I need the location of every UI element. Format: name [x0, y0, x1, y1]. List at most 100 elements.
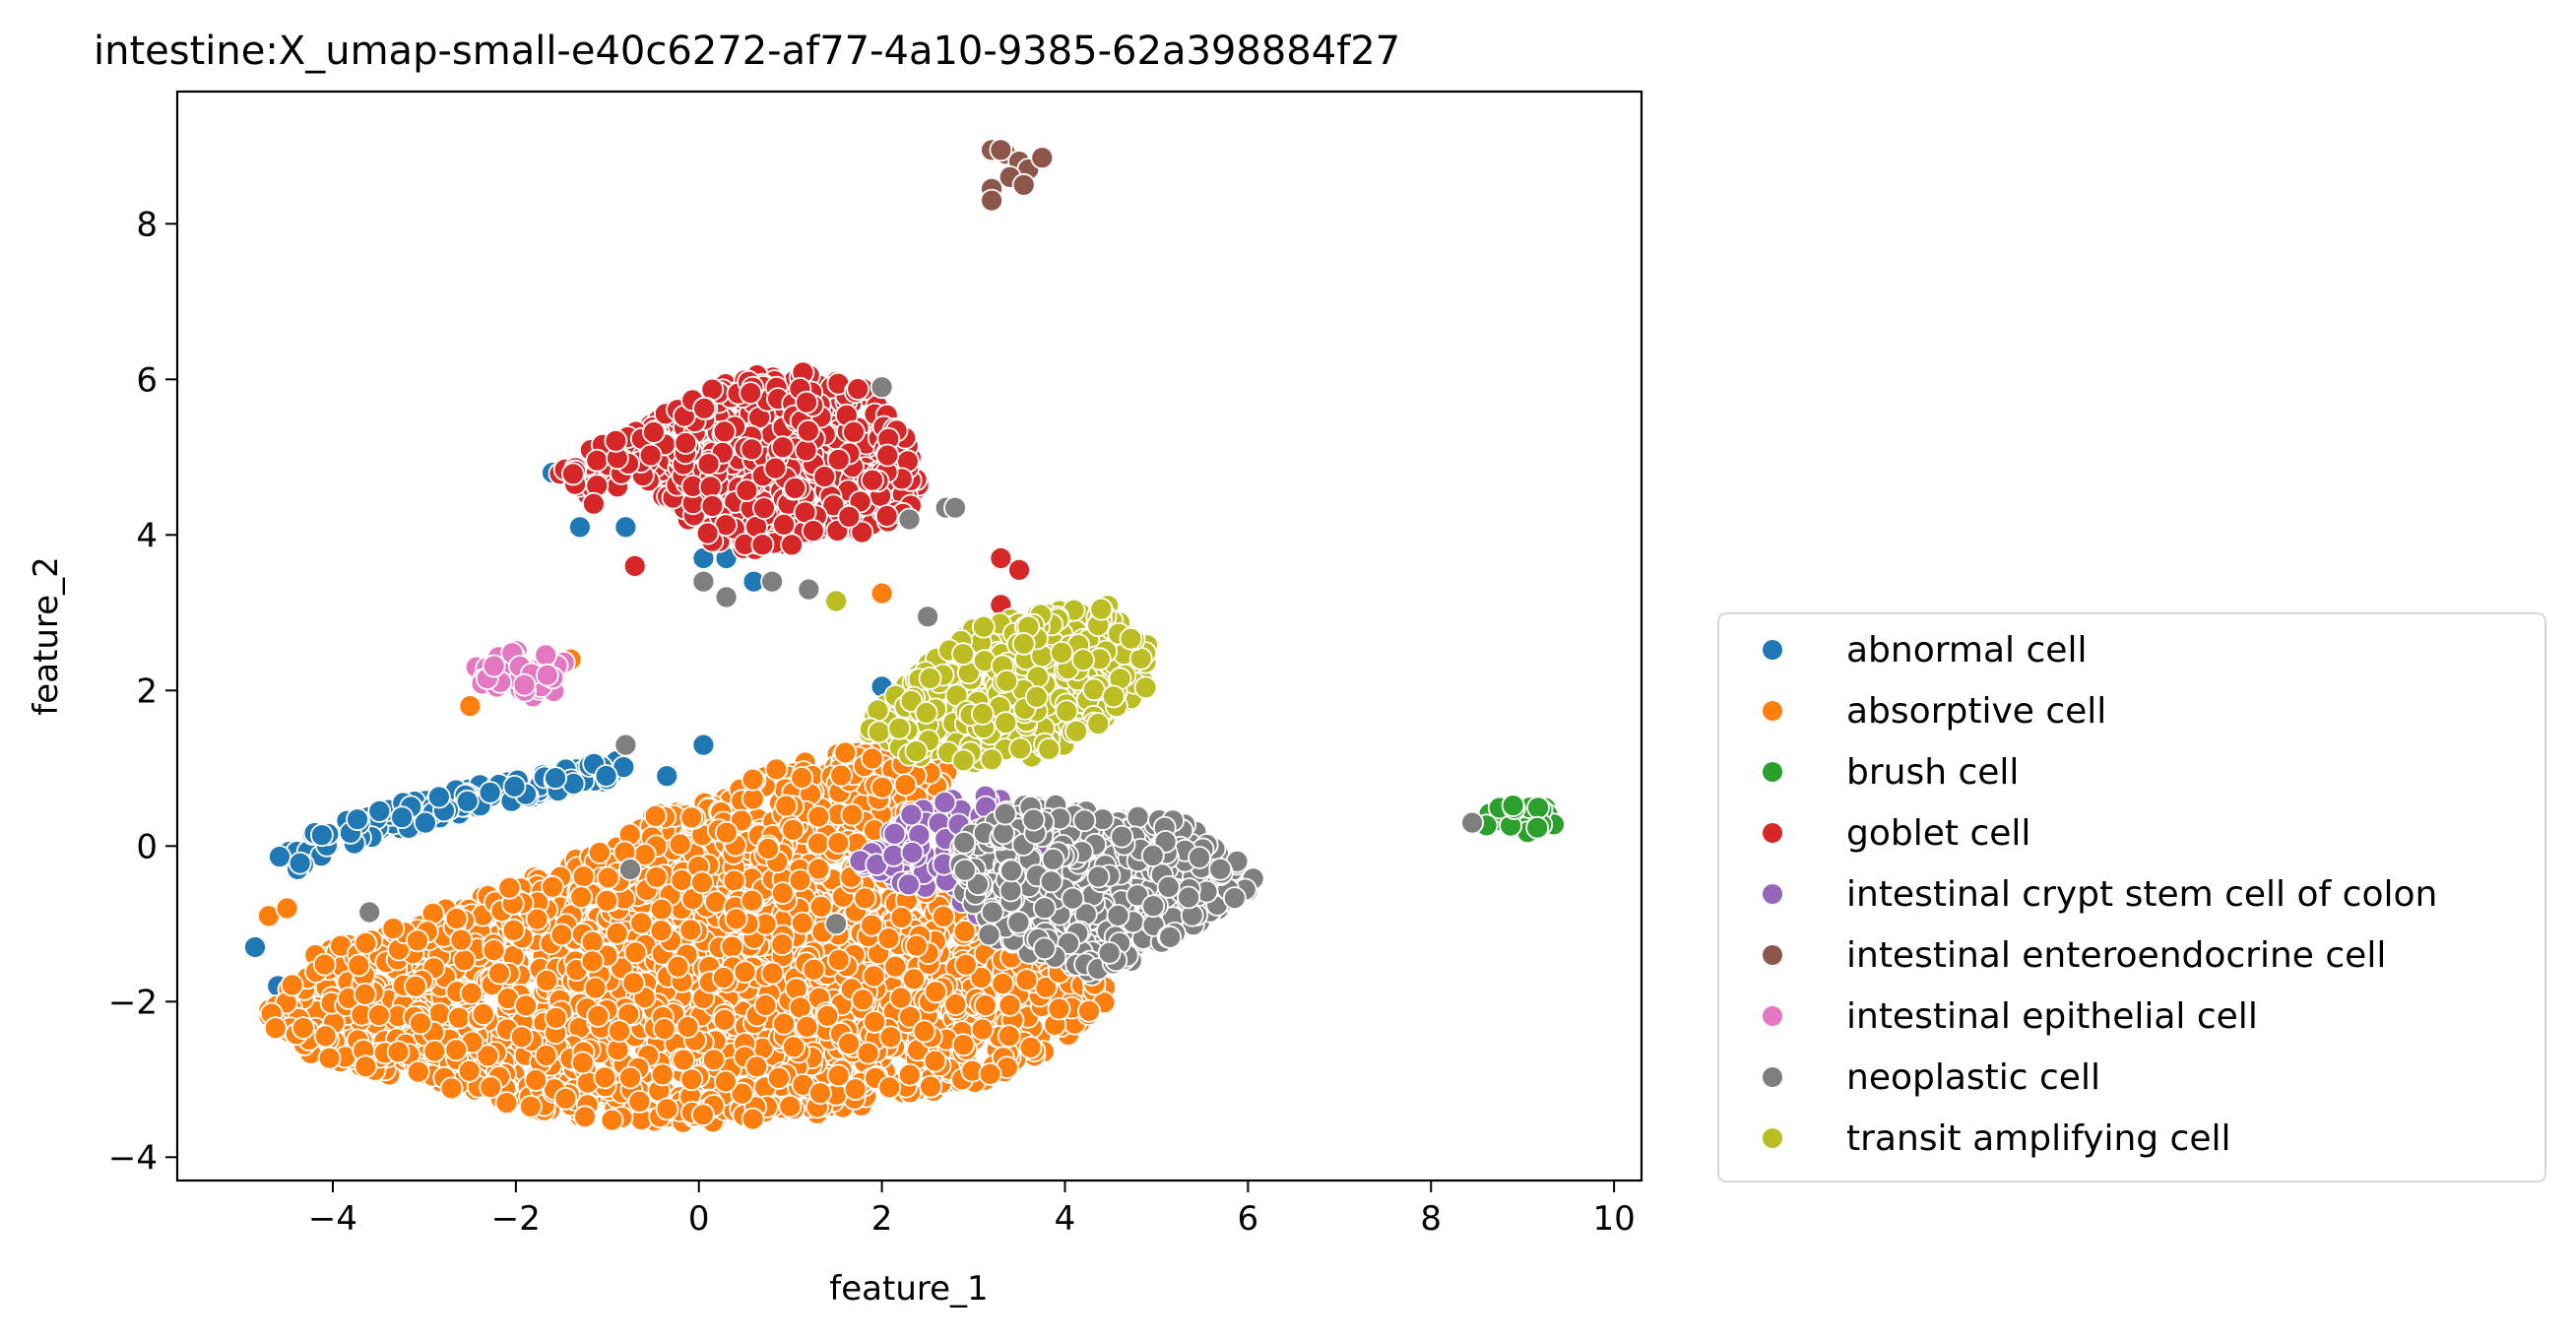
data-point — [899, 802, 924, 827]
data-point — [714, 820, 739, 845]
data-point — [806, 831, 830, 856]
data-point — [691, 733, 716, 757]
data-point — [1071, 648, 1095, 672]
data-point — [989, 138, 1013, 162]
data-point — [690, 870, 714, 895]
data-point — [698, 475, 723, 499]
legend-label: abnormal cell — [1846, 630, 2087, 670]
data-point — [850, 520, 874, 544]
data-point — [524, 1068, 548, 1092]
data-point — [993, 801, 1017, 826]
data-point — [897, 1062, 922, 1087]
data-point — [1055, 699, 1079, 724]
data-point — [972, 614, 996, 639]
y-tick-label: 2 — [136, 671, 158, 711]
data-point — [952, 830, 977, 855]
data-point — [1177, 885, 1200, 910]
data-point — [405, 928, 429, 953]
y-tick-label: −4 — [108, 1138, 158, 1178]
x-tick-label: −4 — [308, 1199, 357, 1239]
data-point — [1156, 875, 1181, 899]
data-point — [783, 476, 807, 500]
data-point — [867, 720, 891, 744]
legend-item: neoplastic cell — [1763, 1057, 2100, 1098]
data-point — [312, 952, 337, 977]
data-point — [679, 1067, 704, 1092]
data-point — [1097, 941, 1122, 965]
data-point — [778, 1094, 803, 1118]
data-point — [447, 1005, 472, 1030]
data-point — [386, 1040, 411, 1064]
data-point — [933, 791, 957, 814]
data-point — [629, 911, 654, 935]
x-tick-label: 4 — [1055, 1199, 1076, 1239]
data-point — [482, 938, 506, 962]
data-point — [1089, 597, 1114, 621]
legend-item: absorptive cell — [1763, 691, 2106, 732]
data-point — [1501, 794, 1525, 817]
series-brush-cell — [1474, 794, 1566, 845]
data-point — [613, 733, 638, 757]
data-point — [1126, 805, 1150, 829]
data-point — [679, 805, 704, 830]
data-point — [1011, 172, 1036, 197]
legend-item: abnormal cell — [1763, 630, 2087, 670]
data-point — [753, 993, 778, 1017]
data-point — [782, 1035, 805, 1059]
data-point — [479, 1075, 503, 1100]
data-point — [912, 1019, 936, 1044]
series-intestinal-epithelial-cell — [464, 639, 576, 709]
data-point — [452, 948, 477, 973]
data-point — [802, 519, 825, 543]
data-point — [724, 907, 748, 931]
data-point — [876, 926, 901, 950]
data-point — [700, 494, 725, 518]
data-point — [741, 787, 765, 811]
data-point — [367, 799, 392, 823]
data-point — [842, 419, 866, 444]
data-point — [652, 1017, 676, 1041]
data-point — [916, 605, 939, 629]
y-tick-label: 6 — [136, 360, 158, 400]
data-point — [534, 1044, 558, 1067]
y-tick-label: 0 — [136, 827, 158, 866]
data-point — [851, 988, 875, 1012]
data-point — [1032, 896, 1057, 921]
data-point — [1041, 847, 1065, 871]
data-point — [593, 1065, 617, 1090]
series-neoplastic-cell — [357, 375, 1484, 987]
data-point — [740, 437, 764, 462]
data-point — [439, 1076, 464, 1101]
data-point — [1101, 684, 1126, 709]
data-point — [649, 897, 674, 922]
data-point — [863, 1010, 887, 1034]
data-point — [784, 977, 808, 1001]
legend-item: intestinal enteroendocrine cell — [1763, 935, 2386, 976]
data-point — [494, 1091, 519, 1115]
data-point — [549, 923, 574, 947]
data-point — [806, 804, 831, 829]
data-point — [833, 740, 858, 765]
data-point — [893, 773, 918, 798]
data-point — [771, 435, 795, 460]
data-point — [760, 961, 785, 986]
data-point — [953, 858, 977, 882]
data-point — [843, 1077, 868, 1102]
data-point — [691, 1103, 715, 1127]
data-point — [870, 775, 894, 799]
data-point — [764, 757, 789, 782]
data-point — [1014, 968, 1039, 992]
y-axis-label: feature_2 — [27, 556, 66, 715]
data-point — [1526, 796, 1550, 820]
data-point — [720, 934, 744, 959]
data-point — [585, 448, 610, 473]
data-point — [951, 748, 976, 773]
data-point — [973, 993, 998, 1017]
data-point — [570, 1051, 595, 1075]
data-point — [525, 907, 549, 931]
data-point — [994, 711, 1018, 734]
legend-marker — [1763, 1067, 1782, 1087]
data-point — [824, 912, 848, 936]
data-point — [586, 1004, 611, 1028]
data-point — [1208, 857, 1233, 881]
